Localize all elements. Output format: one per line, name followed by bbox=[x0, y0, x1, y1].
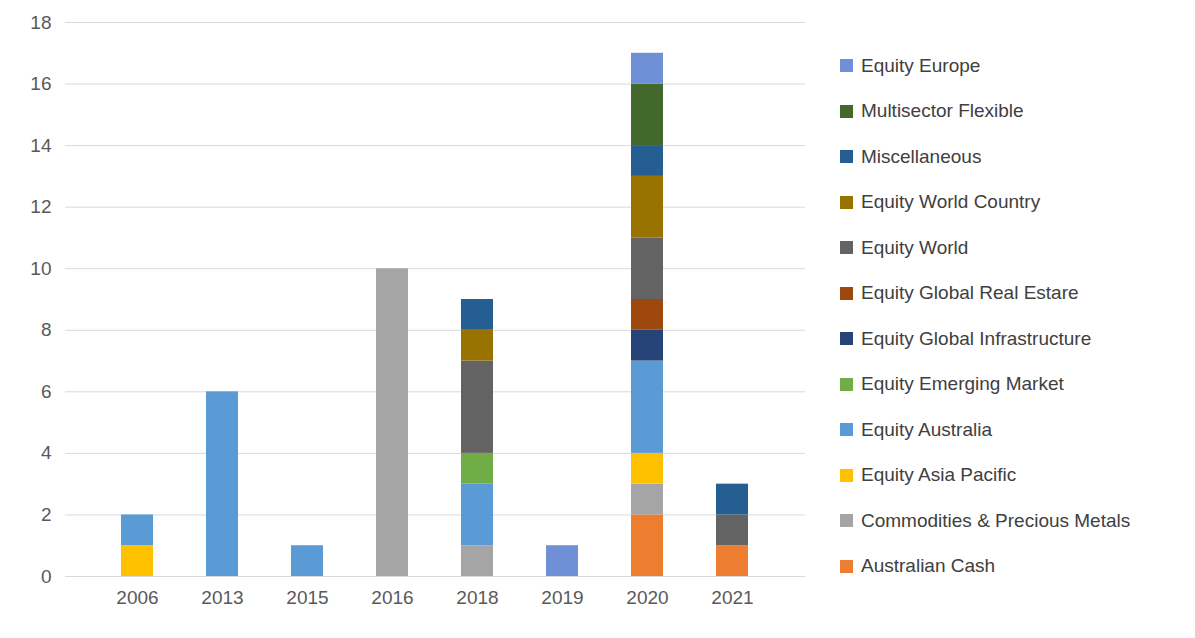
html-text:Equity Emerging Market: Equity Emerging Market bbox=[861, 373, 1064, 395]
html-text:Equity Global Infrastructure: Equity Global Infrastructure bbox=[861, 327, 1092, 349]
html-text:Equity Europe: Equity Europe bbox=[861, 54, 981, 76]
svg-text:18: 18 bbox=[30, 12, 51, 33]
svg-text:0: 0 bbox=[41, 566, 52, 587]
svg-text:2016: 2016 bbox=[371, 587, 413, 608]
html-text:Equity Australia: Equity Australia bbox=[861, 418, 992, 440]
svg-text:14: 14 bbox=[30, 135, 52, 156]
html-text:Australian Cash: Australian Cash bbox=[861, 555, 996, 577]
svg-text:2: 2 bbox=[41, 504, 52, 525]
svg-text:4: 4 bbox=[41, 442, 52, 463]
html-text:Equity World Country: Equity World Country bbox=[861, 191, 1041, 213]
svg-text:16: 16 bbox=[30, 73, 51, 94]
html-text:Miscellaneous: Miscellaneous bbox=[861, 145, 982, 167]
svg-text:2015: 2015 bbox=[286, 587, 328, 608]
svg-text:2018: 2018 bbox=[456, 587, 498, 608]
svg-text:2006: 2006 bbox=[116, 587, 158, 608]
svg-text:10: 10 bbox=[30, 258, 51, 279]
html-text:Commodities & Precious Metals: Commodities & Precious Metals bbox=[861, 509, 1131, 531]
svg-text:12: 12 bbox=[30, 196, 51, 217]
html-text:Equity World: Equity World bbox=[861, 236, 969, 258]
svg-text:2020: 2020 bbox=[626, 587, 668, 608]
svg-text:6: 6 bbox=[41, 381, 52, 402]
svg-text:2013: 2013 bbox=[201, 587, 243, 608]
html-text:Multisector Flexible: Multisector Flexible bbox=[861, 100, 1024, 122]
svg-text:2021: 2021 bbox=[711, 587, 753, 608]
html-text:Equity Global Real Estare: Equity Global Real Estare bbox=[861, 282, 1079, 304]
html-text:Equity Asia Pacific: Equity Asia Pacific bbox=[861, 464, 1017, 486]
svg-text:2019: 2019 bbox=[541, 587, 583, 608]
svg-text:8: 8 bbox=[41, 319, 52, 340]
